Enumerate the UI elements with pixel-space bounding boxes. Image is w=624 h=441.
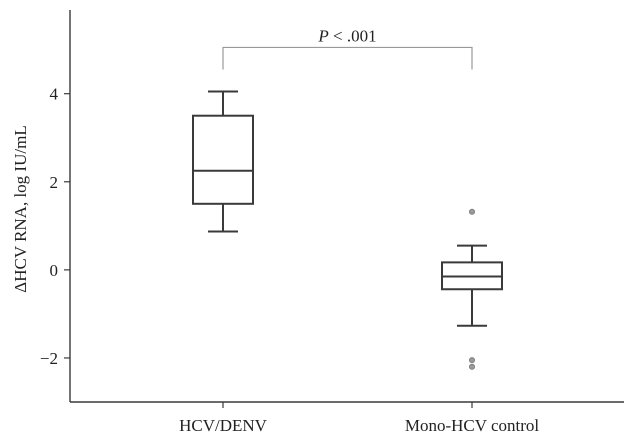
significance-bracket [222,46,473,70]
y-tick-label: 0 [50,261,59,280]
outlier-point [468,357,475,364]
significance-annotation: P < .001 [222,26,473,70]
outlier-point [468,363,475,370]
box-group [192,90,503,370]
x-category-label: HCV/DENV [179,416,268,435]
x-category-labels: HCV/DENV Mono-HCV control [179,402,539,435]
y-tick-label: 2 [50,173,59,192]
x-category-label: Mono-HCV control [405,416,540,435]
y-ticks: −2 0 2 4 [40,85,70,368]
p-value-label: P < .001 [317,26,376,45]
iqr-box [192,114,254,205]
box-0 [192,90,254,233]
y-tick-label: −2 [40,349,58,368]
box-1 [441,208,503,370]
y-tick-label: 4 [50,85,59,104]
outlier-point [468,208,475,215]
y-axis-title: ΔHCV RNA, log IU/mL [11,125,30,292]
